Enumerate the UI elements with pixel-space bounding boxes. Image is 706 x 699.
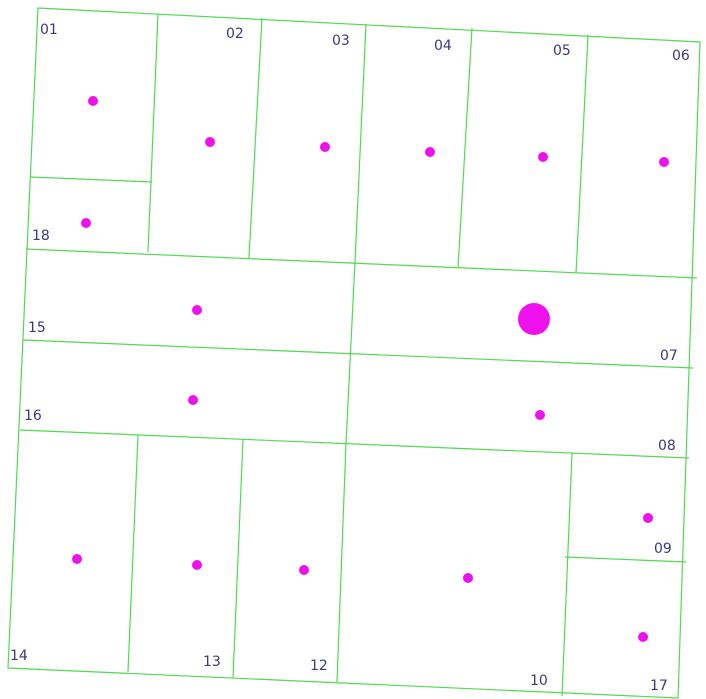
centroid-03 bbox=[320, 142, 330, 152]
centroid-08 bbox=[535, 410, 545, 420]
parcel-labels: 01 02 03 04 05 06 07 08 09 10 12 13 14 1… bbox=[10, 22, 690, 694]
parcel-label-07: 07 bbox=[660, 348, 678, 364]
parcel-label-17: 17 bbox=[650, 678, 668, 694]
outer-boundary bbox=[7, 7, 701, 699]
parcel-label-13: 13 bbox=[203, 654, 221, 670]
parcel-label-03: 03 bbox=[332, 33, 350, 49]
centroid-12 bbox=[299, 565, 309, 575]
parcel-label-04: 04 bbox=[434, 38, 452, 54]
parcel-label-15: 15 bbox=[28, 320, 46, 336]
parcel-label-09: 09 bbox=[654, 541, 672, 557]
centroid-15 bbox=[192, 305, 202, 315]
centroid-02 bbox=[205, 137, 215, 147]
parcel-boundaries bbox=[19, 13, 698, 697]
centroid-05 bbox=[538, 152, 548, 162]
parcel-label-10: 10 bbox=[530, 673, 548, 689]
centroid-markers bbox=[72, 96, 669, 642]
parcel-label-02: 02 bbox=[226, 26, 244, 42]
parcel-label-16: 16 bbox=[24, 408, 42, 424]
centroid-01 bbox=[88, 96, 98, 106]
parcel-label-06: 06 bbox=[672, 48, 690, 64]
centroid-07-highlighted bbox=[518, 303, 550, 335]
parcel-label-18: 18 bbox=[32, 228, 50, 244]
parcel-label-01: 01 bbox=[40, 22, 58, 38]
centroid-18 bbox=[81, 218, 91, 228]
centroid-17 bbox=[638, 632, 648, 642]
centroid-16 bbox=[188, 395, 198, 405]
centroid-09 bbox=[643, 513, 653, 523]
parcel-label-14: 14 bbox=[10, 648, 28, 664]
centroid-14 bbox=[72, 554, 82, 564]
parcel-label-05: 05 bbox=[553, 43, 571, 59]
centroid-06 bbox=[659, 157, 669, 167]
centroid-13 bbox=[192, 560, 202, 570]
parcel-label-08: 08 bbox=[658, 438, 676, 454]
parcel-label-12: 12 bbox=[310, 658, 328, 674]
centroid-04 bbox=[425, 147, 435, 157]
centroid-10 bbox=[463, 573, 473, 583]
